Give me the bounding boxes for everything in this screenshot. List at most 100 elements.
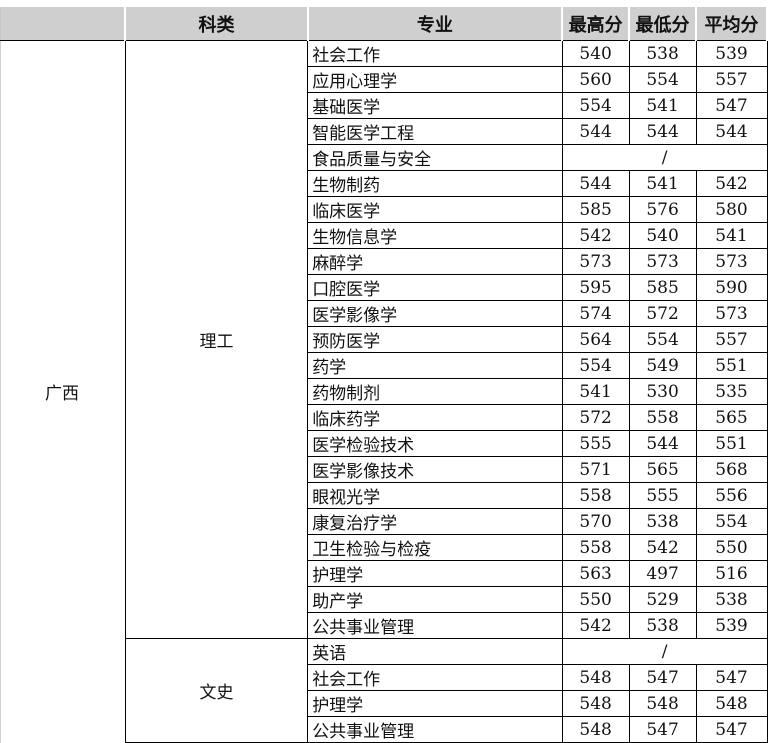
min-score-cell[interactable]: 538 (628, 508, 697, 535)
major-cell[interactable]: 社会工作 (307, 664, 563, 691)
major-cell[interactable]: 应用心理学 (307, 66, 563, 93)
min-score-cell[interactable]: 538 (628, 612, 697, 639)
major-cell[interactable]: 智能医学工程 (307, 118, 563, 145)
max-score-cell[interactable]: 542 (561, 222, 630, 249)
min-score-cell[interactable]: 497 (628, 560, 697, 587)
min-score-cell[interactable]: 541 (628, 92, 697, 119)
avg-score-cell[interactable]: 557 (695, 66, 768, 93)
major-cell[interactable]: 护理学 (307, 690, 563, 717)
max-score-cell[interactable]: 544 (561, 170, 630, 197)
major-cell[interactable]: 社会工作 (307, 40, 563, 67)
min-score-cell[interactable]: 538 (628, 40, 697, 67)
header-avg-score[interactable]: 平均分 (695, 7, 768, 41)
avg-score-cell[interactable]: 538 (695, 586, 768, 613)
avg-score-cell[interactable]: 516 (695, 560, 768, 587)
avg-score-cell[interactable]: 565 (695, 404, 768, 431)
min-score-cell[interactable]: 548 (628, 690, 697, 717)
max-score-cell[interactable]: 574 (561, 300, 630, 327)
major-cell[interactable]: 康复治疗学 (307, 508, 563, 535)
max-score-cell[interactable]: 540 (561, 40, 630, 67)
avg-score-cell[interactable]: 590 (695, 274, 768, 301)
max-score-cell[interactable]: 554 (561, 92, 630, 119)
max-score-cell[interactable]: 541 (561, 378, 630, 405)
min-score-cell[interactable]: 555 (628, 482, 697, 509)
header-province[interactable] (0, 7, 127, 41)
major-cell[interactable]: 助产学 (307, 586, 563, 613)
major-cell[interactable]: 卫生检验与检疫 (307, 534, 563, 561)
header-max-score[interactable]: 最高分 (561, 7, 631, 41)
max-score-cell[interactable]: 548 (561, 716, 630, 743)
avg-score-cell[interactable]: 551 (695, 352, 768, 379)
major-cell[interactable]: 药学 (307, 352, 563, 379)
major-cell[interactable]: 眼视光学 (307, 482, 563, 509)
min-score-cell[interactable]: 529 (628, 586, 697, 613)
min-score-cell[interactable]: 542 (628, 534, 697, 561)
header-category[interactable]: 科类 (124, 7, 309, 41)
major-cell[interactable]: 公共事业管理 (307, 716, 563, 743)
max-score-cell[interactable]: 573 (561, 248, 630, 275)
max-score-cell[interactable]: 544 (561, 118, 630, 145)
min-score-cell[interactable]: 549 (628, 352, 697, 379)
min-score-cell[interactable]: 540 (628, 222, 697, 249)
min-score-cell[interactable]: 572 (628, 300, 697, 327)
avg-score-cell[interactable]: 539 (695, 612, 768, 639)
major-cell[interactable]: 医学影像学 (307, 300, 563, 327)
major-cell[interactable]: 生物信息学 (307, 222, 563, 249)
province-cell[interactable]: 广西 (0, 40, 126, 743)
avg-score-cell[interactable]: 557 (695, 326, 768, 353)
major-cell[interactable]: 英语 (307, 638, 563, 665)
avg-score-cell[interactable]: 550 (695, 534, 768, 561)
no-data-cell[interactable]: / (561, 638, 768, 665)
min-score-cell[interactable]: 576 (628, 196, 697, 223)
major-cell[interactable]: 预防医学 (307, 326, 563, 353)
major-cell[interactable]: 医学影像技术 (307, 456, 563, 483)
min-score-cell[interactable]: 547 (628, 664, 697, 691)
max-score-cell[interactable]: 564 (561, 326, 630, 353)
avg-score-cell[interactable]: 548 (695, 690, 768, 717)
max-score-cell[interactable]: 572 (561, 404, 630, 431)
major-cell[interactable]: 基础医学 (307, 92, 563, 119)
no-data-cell[interactable]: / (561, 144, 768, 171)
avg-score-cell[interactable]: 554 (695, 508, 768, 535)
avg-score-cell[interactable]: 535 (695, 378, 768, 405)
major-cell[interactable]: 医学检验技术 (307, 430, 563, 457)
min-score-cell[interactable]: 554 (628, 66, 697, 93)
min-score-cell[interactable]: 554 (628, 326, 697, 353)
max-score-cell[interactable]: 554 (561, 352, 630, 379)
min-score-cell[interactable]: 544 (628, 118, 697, 145)
header-major[interactable]: 专业 (306, 7, 564, 41)
min-score-cell[interactable]: 573 (628, 248, 697, 275)
avg-score-cell[interactable]: 551 (695, 430, 768, 457)
avg-score-cell[interactable]: 544 (695, 118, 768, 145)
header-min-score[interactable]: 最低分 (628, 7, 698, 41)
min-score-cell[interactable]: 541 (628, 170, 697, 197)
max-score-cell[interactable]: 542 (561, 612, 630, 639)
max-score-cell[interactable]: 585 (561, 196, 630, 223)
max-score-cell[interactable]: 550 (561, 586, 630, 613)
category-cell[interactable]: 理工 (124, 40, 309, 639)
avg-score-cell[interactable]: 547 (695, 716, 768, 743)
avg-score-cell[interactable]: 542 (695, 170, 768, 197)
major-cell[interactable]: 护理学 (307, 560, 563, 587)
max-score-cell[interactable]: 555 (561, 430, 630, 457)
min-score-cell[interactable]: 585 (628, 274, 697, 301)
min-score-cell[interactable]: 544 (628, 430, 697, 457)
avg-score-cell[interactable]: 547 (695, 664, 768, 691)
max-score-cell[interactable]: 560 (561, 66, 630, 93)
major-cell[interactable]: 口腔医学 (307, 274, 563, 301)
min-score-cell[interactable]: 547 (628, 716, 697, 743)
min-score-cell[interactable]: 565 (628, 456, 697, 483)
major-cell[interactable]: 公共事业管理 (307, 612, 563, 639)
avg-score-cell[interactable]: 539 (695, 40, 768, 67)
avg-score-cell[interactable]: 541 (695, 222, 768, 249)
max-score-cell[interactable]: 558 (561, 534, 630, 561)
avg-score-cell[interactable]: 573 (695, 248, 768, 275)
avg-score-cell[interactable]: 547 (695, 92, 768, 119)
major-cell[interactable]: 临床医学 (307, 196, 563, 223)
category-cell[interactable]: 文史 (124, 638, 309, 743)
max-score-cell[interactable]: 563 (561, 560, 630, 587)
avg-score-cell[interactable]: 556 (695, 482, 768, 509)
min-score-cell[interactable]: 558 (628, 404, 697, 431)
max-score-cell[interactable]: 595 (561, 274, 630, 301)
max-score-cell[interactable]: 548 (561, 664, 630, 691)
